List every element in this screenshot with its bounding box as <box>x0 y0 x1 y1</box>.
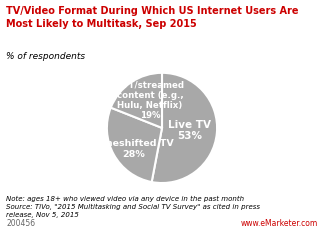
Text: OTT/streamed
content (e.g.,
Hulu, Netflix)
19%: OTT/streamed content (e.g., Hulu, Netfli… <box>115 80 184 121</box>
Text: Live TV
53%: Live TV 53% <box>168 120 211 141</box>
Text: Note: ages 18+ who viewed video via any device in the past month
Source: TiVo, ": Note: ages 18+ who viewed video via any … <box>6 196 260 218</box>
Text: Timeshifted TV
28%: Timeshifted TV 28% <box>93 139 174 159</box>
Text: TV/Video Format During Which US Internet Users Are
Most Likely to Multitask, Sep: TV/Video Format During Which US Internet… <box>6 6 299 29</box>
Wedge shape <box>152 73 217 183</box>
Wedge shape <box>111 73 162 128</box>
Wedge shape <box>107 108 162 182</box>
Text: 200456: 200456 <box>6 219 36 229</box>
Text: % of respondents: % of respondents <box>6 52 86 61</box>
Text: www.eMarketer.com: www.eMarketer.com <box>240 219 318 229</box>
